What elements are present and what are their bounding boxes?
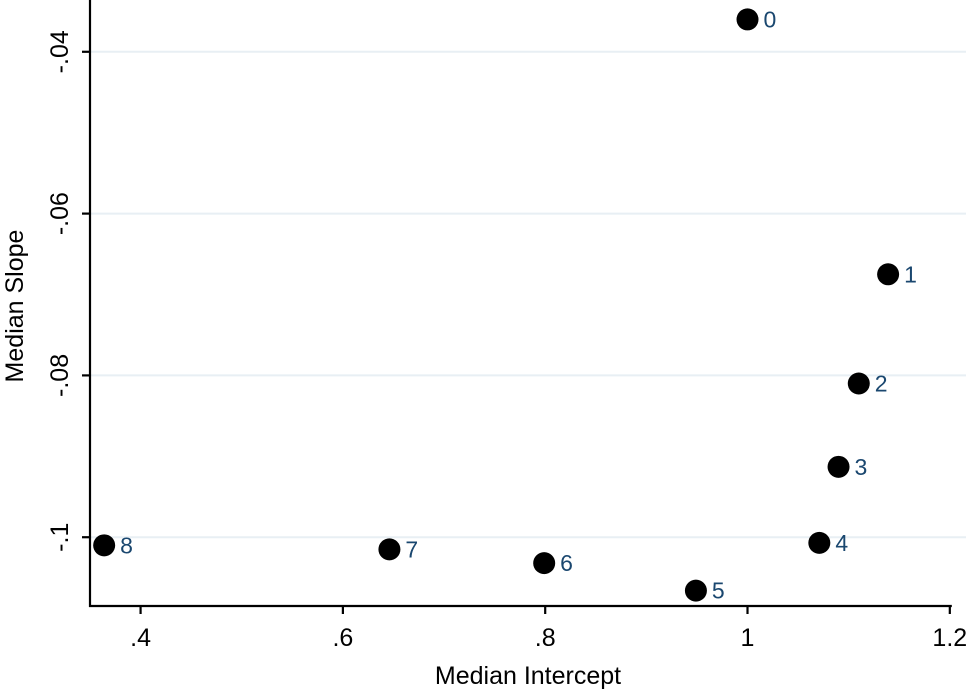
y-tick-label: -.1	[46, 523, 74, 552]
x-tick-label: .4	[130, 624, 151, 652]
data-point	[378, 538, 401, 561]
data-point	[684, 579, 707, 602]
data-point-label: 2	[875, 371, 888, 397]
data-point	[877, 263, 900, 286]
data-point-label: 6	[560, 550, 573, 576]
y-tick-label: -.08	[46, 354, 74, 397]
data-point-label: 4	[835, 530, 848, 556]
x-tick-label: .8	[535, 624, 556, 652]
data-point-label: 7	[405, 536, 418, 562]
y-axis-title: Median Slope	[1, 230, 29, 383]
data-point-label: 5	[712, 578, 725, 604]
data-point-label: 0	[764, 6, 777, 32]
data-point	[533, 552, 556, 575]
data-point	[93, 534, 116, 557]
data-point-label: 8	[120, 532, 133, 558]
x-axis-title: Median Intercept	[435, 662, 621, 690]
data-point	[827, 455, 850, 478]
y-tick-label: -.06	[46, 192, 74, 235]
data-point	[736, 8, 759, 31]
data-point	[808, 531, 831, 554]
data-point-label: 3	[855, 454, 868, 480]
x-tick-label: 1.2	[932, 624, 967, 652]
y-tick-label: -.04	[46, 30, 74, 73]
data-point	[847, 372, 870, 395]
x-tick-label: .6	[332, 624, 353, 652]
data-point-label: 1	[904, 261, 917, 287]
x-tick-label: 1	[741, 624, 755, 652]
